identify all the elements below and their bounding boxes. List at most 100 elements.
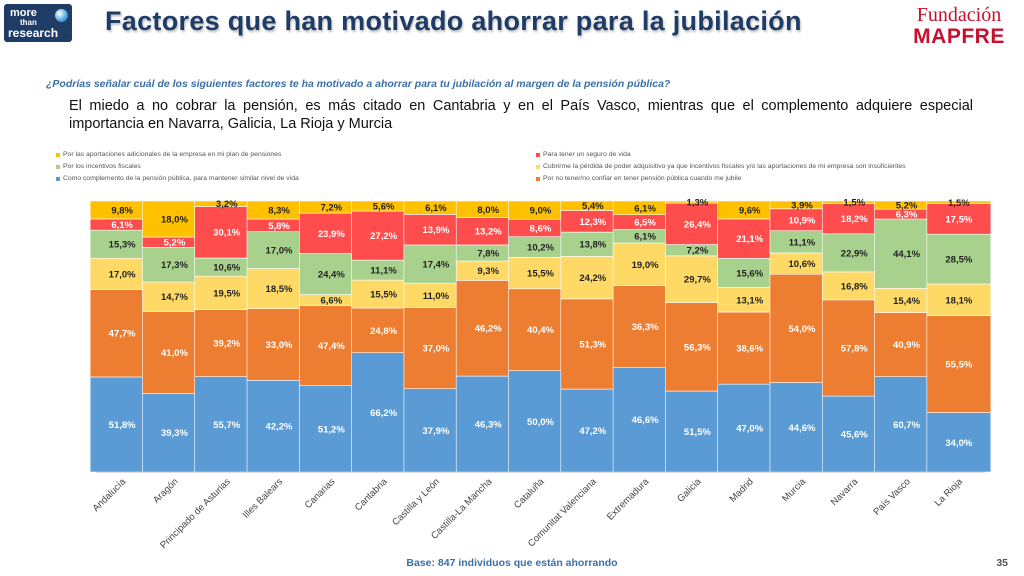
category-tick-label: Cataluña [512,476,547,511]
category-tick-label: Canarias [303,476,338,511]
data-label: 24,2% [579,273,606,284]
chart-legend: Por las aportaciones adicionales de la e… [56,151,1016,187]
data-label: 16,8% [841,281,868,292]
data-label: 9,3% [477,266,499,277]
data-label: 51,2% [318,424,345,435]
data-label: 46,2% [475,324,502,335]
data-label: 1,3% [687,198,709,209]
data-label: 45,6% [841,430,868,441]
brand-line-1: Fundación [916,4,1002,26]
legend-swatch [56,164,60,169]
fundacion-mapfre-logo: Fundación MAPFRE [902,4,1016,48]
legend-swatch [536,164,540,169]
data-label: 15,4% [893,296,920,307]
logo-text-research: research [8,26,59,40]
category-tick-label: Cantabria [353,476,390,513]
data-label: 47,2% [579,426,606,437]
data-label: 6,6% [320,296,342,307]
legend-label: Por los incentivos fiscales [63,163,141,170]
data-label: 55,7% [213,420,240,431]
data-label: 7,2% [320,203,342,214]
data-label: 10,6% [789,259,816,270]
data-label: 47,4% [318,341,345,352]
data-label: 55,5% [945,360,972,371]
data-label: 13,9% [422,225,449,236]
data-label: 30,1% [213,228,240,239]
category-tick-label: Galicia [675,476,704,505]
logo-text-more: more [10,7,37,19]
data-label: 11,1% [789,237,816,248]
data-label: 24,4% [318,270,345,281]
legend-swatch [56,152,60,157]
data-label: 44,1% [893,249,920,260]
data-label: 1,5% [843,198,865,209]
data-label: 15,5% [370,290,397,301]
legend-label: Cubrirme la pérdida de poder adquisitivo… [543,163,906,170]
category-tick-label: Murcia [780,476,808,504]
data-label: 42,2% [266,422,293,433]
data-label: 17,0% [266,246,293,257]
data-label: 37,0% [422,344,449,355]
legend-item: Cubrirme la pérdida de poder adquisitivo… [536,163,906,170]
data-label: 39,3% [161,428,188,439]
data-label: 40,9% [893,340,920,351]
data-label: 18,5% [266,284,293,295]
category-tick-label: Andalucía [91,476,129,514]
category-tick-label: Castilla y León [390,476,442,528]
data-label: 18,2% [841,214,868,225]
data-label: 47,7% [109,329,136,340]
data-label: 57,8% [841,343,868,354]
data-label: 6,1% [111,220,133,231]
data-label: 13,8% [579,240,606,251]
data-label: 44,6% [789,423,816,434]
legend-swatch [536,176,540,181]
legend-item: Como complemento de la pensión pública, … [56,175,299,182]
data-label: 23,9% [318,229,345,240]
data-label: 17,0% [109,269,136,280]
data-label: 19,5% [213,288,240,299]
category-tick-label: Aragón [151,476,180,505]
data-label: 17,5% [945,214,972,225]
category-tick-label: Navarra [829,476,861,508]
data-label: 13,2% [475,227,502,238]
data-label: 8,3% [268,206,290,217]
data-label: 7,8% [477,249,499,260]
bar-segment [926,315,992,413]
data-label: 12,3% [579,217,606,228]
data-label: 6,1% [634,232,656,243]
data-label: 28,5% [945,255,972,266]
data-label: 54,0% [789,324,816,335]
data-label: 34,0% [945,438,972,449]
data-label: 19,0% [632,260,659,271]
base-note: Base: 847 individuos que están ahorrando [406,557,618,569]
data-label: 22,9% [841,248,868,259]
data-label: 24,8% [370,326,397,337]
data-label: 56,3% [684,342,711,353]
data-label: 46,3% [475,420,502,431]
data-label: 10,2% [527,243,554,254]
data-label: 5,6% [373,202,395,213]
data-label: 51,8% [109,420,136,431]
data-label: 17,4% [422,260,449,271]
category-tick-label: Extremadura [605,476,652,523]
data-label: 15,5% [527,269,554,280]
data-label: 7,2% [687,246,709,257]
data-label: 6,1% [634,203,656,214]
bar-segment [926,203,992,235]
category-tick-label: La Rioja [933,476,966,509]
data-label: 13,1% [736,295,763,306]
category-tick-label: Madrid [727,476,755,504]
data-label: 5,8% [268,221,290,232]
data-label: 3,2% [216,199,238,210]
data-label: 60,7% [893,420,920,431]
data-label: 51,5% [684,427,711,438]
data-label: 1,5% [948,198,970,209]
data-label: 18,1% [945,295,972,306]
data-label: 41,0% [161,348,188,359]
legend-item: Por los incentivos fiscales [56,163,141,170]
data-label: 5,4% [582,201,604,212]
data-label: 47,0% [736,424,763,435]
logo-text-than: than [20,18,37,27]
data-label: 5,2% [896,201,918,212]
data-label: 17,3% [161,260,188,271]
